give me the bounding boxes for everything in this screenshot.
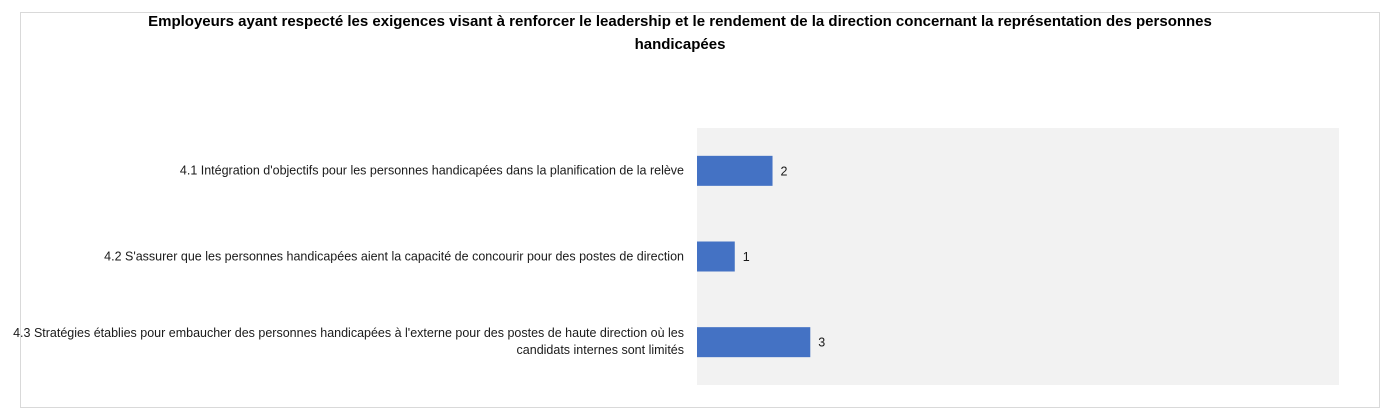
category-label-3: 4.3 Stratégies établies pour embaucher d… <box>13 326 684 358</box>
data-label-2: 1 <box>743 250 750 264</box>
bar-2 <box>697 241 735 272</box>
category-label-2: 4.2 S'assurer que les personnes handicap… <box>104 249 684 263</box>
category-label-1: 4.1 Intégration d'objectifs pour les per… <box>179 163 684 178</box>
data-label-1: 2 <box>781 164 788 178</box>
bar-3 <box>697 327 811 358</box>
chart-title: Employeurs ayant respecté les exigences … <box>148 13 1212 53</box>
bar-1 <box>697 155 773 186</box>
bars-group: 2 1 3 <box>697 155 825 358</box>
data-label-3: 3 <box>818 336 825 350</box>
